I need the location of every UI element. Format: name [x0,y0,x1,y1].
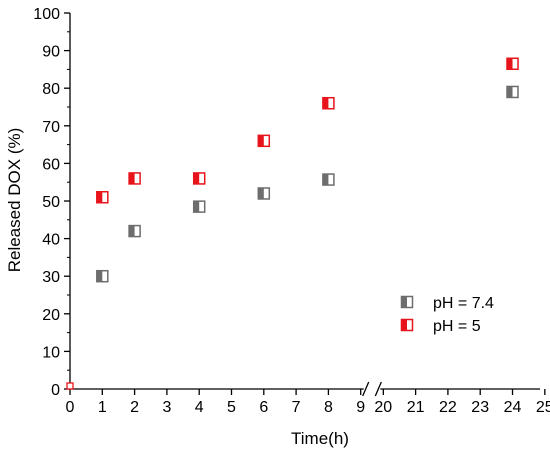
x-tick-label: 20 [374,399,392,416]
x-tick-label: 3 [162,399,171,416]
data-point-ph5 [66,382,74,390]
legend-item: pH = 7.4 [400,295,494,312]
marker-fill [193,172,200,184]
x-axis-title: Time(h) [291,429,349,448]
x-tick-label: 1 [98,399,107,416]
x-tick-label: 2 [130,399,139,416]
legend-item: pH = 5 [400,318,481,335]
y-axis-title: Released DOX (%) [5,128,24,273]
data-points [66,57,519,390]
marker-fill [507,86,513,98]
data-point-ph5 [128,172,141,185]
x-tick-label: 23 [471,399,489,416]
y-tick-label: 100 [33,6,60,23]
legend: pH = 7.4 pH = 5 [400,295,494,335]
data-point-ph74 [128,224,141,238]
data-point-ph5 [322,96,335,110]
x-tick-label: 0 [66,399,75,416]
data-point-ph74 [192,200,206,213]
x-tick-label: 5 [227,399,236,416]
x-tick-label: 8 [324,399,333,416]
x-tick-label: 4 [195,399,204,416]
data-point-ph5 [257,134,271,148]
legend-marker [400,318,414,332]
marker-fill [193,201,200,213]
x-tick-label: 9 [356,399,365,416]
data-point-ph5 [506,57,519,71]
x-tick-label: 21 [407,399,425,416]
marker-outline [66,382,74,390]
marker-fill [96,270,103,282]
y-tick-label: 50 [42,194,60,211]
x-tick-label: 7 [292,399,301,416]
data-point-ph74 [257,187,271,200]
y-tick-label: 0 [51,382,60,399]
y-tick-label: 10 [42,344,60,361]
y-tick-label: 70 [42,119,60,136]
y-tick-label: 80 [42,81,60,98]
y-tick-label: 40 [42,232,60,249]
legend-marker [400,295,414,309]
marker-fill [129,225,135,237]
marker-fill [507,58,513,70]
marker-fill [401,296,407,308]
x-tick-label: 25 [536,399,550,416]
legend-label: pH = 7.4 [433,295,494,312]
x-tick-label: 24 [504,399,522,416]
x-tick-label: 22 [439,399,457,416]
marker-fill [401,319,407,331]
axis-break-mark [374,381,382,397]
data-point-ph74 [96,269,109,283]
data-point-ph74 [322,173,335,186]
y-tick-label: 90 [42,44,60,61]
marker-fill [322,174,329,186]
marker-fill [258,135,264,147]
axis-break-mark [362,381,370,397]
marker-fill [96,191,103,203]
legend-label: pH = 5 [433,318,481,335]
y-tick-label: 20 [42,307,60,324]
data-point-ph5 [96,190,109,204]
y-tick-label: 30 [42,269,60,286]
data-point-ph74 [506,85,519,99]
data-point-ph5 [192,172,206,185]
y-tick-label: 60 [42,156,60,173]
marker-fill [258,187,264,199]
marker-fill [322,97,329,109]
marker-fill [129,172,135,184]
x-tick-label: 6 [259,399,268,416]
